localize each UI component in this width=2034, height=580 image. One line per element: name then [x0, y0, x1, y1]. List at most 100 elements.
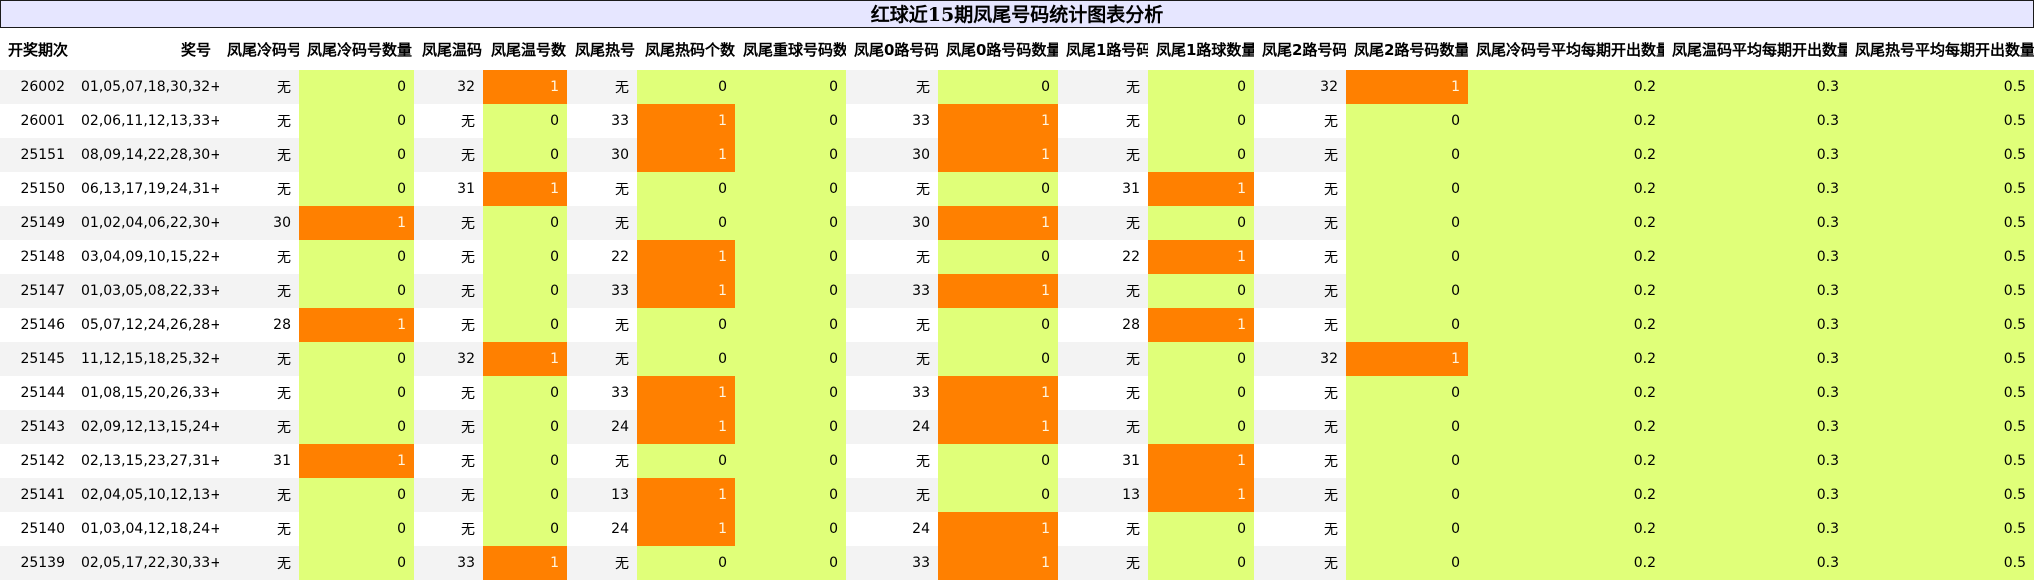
table-cell: 无	[1058, 342, 1148, 376]
table-cell: 25148	[0, 240, 73, 274]
table-row: 2600201,05,07,18,30,32+02无0321无00无0无0321…	[0, 70, 2034, 104]
table-cell: 0	[1148, 206, 1254, 240]
table-cell: 0	[1346, 104, 1468, 138]
table-cell: 无	[846, 478, 938, 512]
table-cell: 无	[414, 478, 483, 512]
table-cell: 0.2	[1468, 240, 1664, 274]
table-cell: 33	[846, 274, 938, 308]
table-cell: 25142	[0, 444, 73, 478]
column-header: 奖号	[73, 28, 219, 70]
table-cell: 0	[735, 274, 846, 308]
table-cell: 22	[1058, 240, 1148, 274]
table-cell: 无	[1254, 240, 1346, 274]
table-cell: 0.3	[1664, 512, 1847, 546]
table-cell: 30	[846, 206, 938, 240]
table-cell: 0	[299, 240, 414, 274]
table-cell: 0	[637, 308, 735, 342]
table-cell: 1	[938, 512, 1058, 546]
table-cell: 31	[414, 172, 483, 206]
table-row: 2514511,12,15,18,25,32+14无0321无00无0无0321…	[0, 342, 2034, 376]
table-cell: 无	[846, 70, 938, 104]
table-cell: 0	[299, 410, 414, 444]
table-cell: 25151	[0, 138, 73, 172]
column-header: 凤尾0路号码数量	[938, 28, 1058, 70]
table-cell: 33	[567, 104, 637, 138]
column-header: 凤尾1路号码	[1058, 28, 1148, 70]
table-cell: 0	[1346, 444, 1468, 478]
table-cell: 无	[567, 308, 637, 342]
table-cell: 无	[219, 410, 299, 444]
table-cell: 无	[1254, 512, 1346, 546]
table-cell: 01,02,04,06,22,30+10	[73, 206, 219, 240]
table-cell: 0	[637, 70, 735, 104]
table-cell: 无	[1058, 410, 1148, 444]
table-cell: 无	[567, 444, 637, 478]
table-cell: 31	[219, 444, 299, 478]
table-cell: 无	[414, 104, 483, 138]
table-cell: 25144	[0, 376, 73, 410]
table-cell: 33	[567, 274, 637, 308]
table-cell: 无	[1058, 138, 1148, 172]
table-row: 2514102,04,05,10,12,13+06无0无01310无0131无0…	[0, 478, 2034, 512]
table-cell: 0.5	[1847, 240, 2034, 274]
table-cell: 无	[1254, 478, 1346, 512]
table-cell: 0	[1148, 546, 1254, 580]
table-cell: 0	[1346, 410, 1468, 444]
table-cell: 0.2	[1468, 104, 1664, 138]
table-cell: 0.3	[1664, 274, 1847, 308]
table-cell: 0	[299, 478, 414, 512]
table-cell: 0	[735, 240, 846, 274]
table-cell: 06,13,17,19,24,31+08	[73, 172, 219, 206]
table-cell: 0	[735, 512, 846, 546]
table-cell: 0	[735, 342, 846, 376]
table-cell: 31	[1058, 444, 1148, 478]
table-cell: 32	[1254, 342, 1346, 376]
table-cell: 0	[299, 172, 414, 206]
table-cell: 0	[938, 342, 1058, 376]
table-cell: 1	[938, 138, 1058, 172]
table-cell: 无	[567, 70, 637, 104]
table-cell: 03,04,09,10,15,22+16	[73, 240, 219, 274]
table-cell: 0	[483, 308, 567, 342]
table-cell: 0	[938, 444, 1058, 478]
table-cell: 1	[1148, 172, 1254, 206]
table-cell: 1	[1148, 444, 1254, 478]
column-header: 凤尾1路球数量	[1148, 28, 1254, 70]
column-header: 凤尾温号数	[483, 28, 567, 70]
table-cell: 25150	[0, 172, 73, 206]
table-cell: 无	[1058, 376, 1148, 410]
column-header: 凤尾热号平均每期开出数量	[1847, 28, 2034, 70]
table-cell: 无	[1058, 206, 1148, 240]
table-cell: 0.5	[1847, 70, 2034, 104]
table-cell: 0	[299, 104, 414, 138]
table-cell: 无	[1254, 376, 1346, 410]
table-cell: 30	[846, 138, 938, 172]
table-cell: 无	[567, 172, 637, 206]
table-cell: 0.3	[1664, 206, 1847, 240]
table-cell: 0.2	[1468, 444, 1664, 478]
table-cell: 无	[846, 240, 938, 274]
table-cell: 无	[846, 172, 938, 206]
table-cell: 无	[1254, 206, 1346, 240]
table-cell: 1	[637, 104, 735, 138]
table-cell: 无	[1058, 512, 1148, 546]
table-cell: 25141	[0, 478, 73, 512]
table-cell: 1	[637, 274, 735, 308]
table-cell: 13	[567, 478, 637, 512]
table-cell: 24	[567, 512, 637, 546]
table-cell: 无	[414, 308, 483, 342]
table-cell: 1	[637, 138, 735, 172]
table-cell: 24	[846, 410, 938, 444]
table-cell: 0	[735, 478, 846, 512]
table-cell: 0.3	[1664, 376, 1847, 410]
table-cell: 05,07,12,24,26,28+02	[73, 308, 219, 342]
table-cell: 0.2	[1468, 308, 1664, 342]
table-cell: 无	[219, 172, 299, 206]
table-cell: 0.5	[1847, 274, 2034, 308]
table-cell: 0.5	[1847, 478, 2034, 512]
table-cell: 无	[414, 444, 483, 478]
table-cell: 0	[735, 376, 846, 410]
table-cell: 0.3	[1664, 308, 1847, 342]
table-cell: 0	[735, 546, 846, 580]
table-cell: 31	[1058, 172, 1148, 206]
